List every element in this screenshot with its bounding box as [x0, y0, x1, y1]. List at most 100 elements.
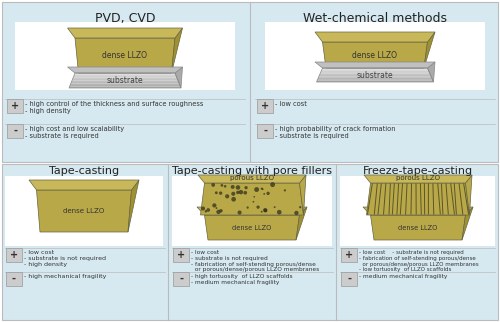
- Polygon shape: [322, 70, 428, 71]
- Polygon shape: [72, 80, 178, 82]
- Polygon shape: [320, 71, 430, 72]
- Circle shape: [216, 210, 220, 214]
- Circle shape: [212, 203, 216, 207]
- FancyBboxPatch shape: [6, 248, 22, 262]
- Polygon shape: [318, 76, 432, 78]
- Text: -: -: [179, 274, 183, 284]
- Polygon shape: [364, 175, 472, 183]
- Circle shape: [225, 194, 230, 198]
- Circle shape: [266, 192, 270, 195]
- FancyBboxPatch shape: [341, 248, 357, 262]
- Text: - high cost and low scalability
- substrate is required: - high cost and low scalability - substr…: [25, 126, 124, 139]
- FancyBboxPatch shape: [340, 176, 495, 246]
- Polygon shape: [370, 215, 466, 240]
- Polygon shape: [175, 67, 182, 88]
- FancyBboxPatch shape: [2, 2, 498, 162]
- Circle shape: [264, 209, 267, 212]
- Text: PVD, CVD: PVD, CVD: [95, 12, 155, 25]
- Polygon shape: [70, 83, 180, 85]
- Circle shape: [263, 208, 268, 212]
- Text: porous LLZO: porous LLZO: [396, 175, 440, 181]
- Polygon shape: [69, 87, 181, 88]
- Text: Wet-chemical methods: Wet-chemical methods: [303, 12, 447, 25]
- Polygon shape: [300, 175, 306, 215]
- Circle shape: [236, 191, 240, 194]
- FancyBboxPatch shape: [6, 272, 22, 286]
- FancyBboxPatch shape: [5, 176, 163, 246]
- Polygon shape: [172, 28, 182, 73]
- FancyBboxPatch shape: [7, 99, 23, 113]
- FancyBboxPatch shape: [341, 272, 357, 286]
- Polygon shape: [204, 215, 300, 240]
- Polygon shape: [315, 32, 435, 42]
- Text: -: -: [263, 126, 267, 136]
- Polygon shape: [70, 85, 180, 87]
- Polygon shape: [198, 175, 306, 183]
- Text: -: -: [12, 274, 16, 284]
- Polygon shape: [319, 75, 431, 76]
- Polygon shape: [128, 180, 139, 232]
- FancyBboxPatch shape: [15, 22, 235, 90]
- Text: -: -: [13, 126, 17, 136]
- FancyBboxPatch shape: [2, 164, 498, 320]
- Circle shape: [284, 189, 286, 192]
- Polygon shape: [68, 28, 182, 38]
- Polygon shape: [320, 72, 430, 74]
- Circle shape: [206, 208, 210, 212]
- Polygon shape: [428, 62, 435, 82]
- Polygon shape: [75, 38, 175, 73]
- Text: - high control of the thickness and surface roughness
- high density: - high control of the thickness and surf…: [25, 101, 204, 114]
- Circle shape: [201, 206, 205, 211]
- Circle shape: [260, 211, 262, 213]
- Circle shape: [299, 206, 302, 208]
- Text: - low cost
- substrate is not required
- fabrication of self-stending porous/den: - low cost - substrate is not required -…: [191, 250, 320, 272]
- Polygon shape: [322, 42, 428, 68]
- Circle shape: [294, 211, 298, 215]
- Polygon shape: [71, 82, 179, 83]
- Polygon shape: [320, 74, 430, 75]
- Text: dense LLZO: dense LLZO: [352, 51, 398, 60]
- Text: dense LLZO: dense LLZO: [232, 224, 272, 231]
- Polygon shape: [74, 74, 176, 76]
- Text: porous LLZO: porous LLZO: [230, 175, 274, 181]
- Polygon shape: [424, 32, 435, 68]
- Polygon shape: [72, 79, 178, 80]
- FancyBboxPatch shape: [257, 99, 273, 113]
- FancyBboxPatch shape: [7, 124, 23, 138]
- Circle shape: [232, 197, 236, 202]
- Text: +: +: [261, 101, 269, 111]
- Polygon shape: [200, 183, 304, 215]
- Text: +: +: [10, 250, 18, 260]
- Circle shape: [262, 188, 264, 190]
- FancyBboxPatch shape: [265, 22, 485, 90]
- Circle shape: [231, 192, 235, 196]
- Circle shape: [270, 182, 275, 187]
- Circle shape: [219, 192, 222, 195]
- Polygon shape: [317, 79, 433, 80]
- Circle shape: [215, 191, 218, 194]
- Text: - high mechanical fragility: - high mechanical fragility: [24, 274, 106, 279]
- Text: +: +: [11, 101, 19, 111]
- Circle shape: [224, 185, 226, 188]
- Text: - high tortuosity  of LLZO scaffolds
- medium mechanical fragility: - high tortuosity of LLZO scaffolds - me…: [191, 274, 292, 285]
- Text: - low cost
- substrate is not required
- high density: - low cost - substrate is not required -…: [24, 250, 106, 267]
- Text: -: -: [347, 274, 351, 284]
- Polygon shape: [74, 73, 176, 74]
- Circle shape: [264, 193, 265, 195]
- Polygon shape: [68, 67, 182, 73]
- Circle shape: [239, 190, 243, 194]
- Polygon shape: [73, 76, 177, 78]
- Text: Freeze-tape-casting: Freeze-tape-casting: [363, 166, 473, 176]
- Text: substrate: substrate: [356, 71, 394, 80]
- Text: - low cost    - substrate is not required
- fabrication of self-stending porous/: - low cost - substrate is not required -…: [359, 250, 478, 272]
- Circle shape: [230, 185, 234, 189]
- Polygon shape: [366, 183, 470, 215]
- Circle shape: [244, 186, 248, 189]
- Circle shape: [212, 183, 215, 187]
- Polygon shape: [29, 180, 139, 190]
- FancyBboxPatch shape: [172, 176, 332, 246]
- FancyBboxPatch shape: [257, 124, 273, 138]
- Text: +: +: [345, 250, 353, 260]
- Text: Tape-casting: Tape-casting: [49, 166, 119, 176]
- Circle shape: [238, 211, 242, 214]
